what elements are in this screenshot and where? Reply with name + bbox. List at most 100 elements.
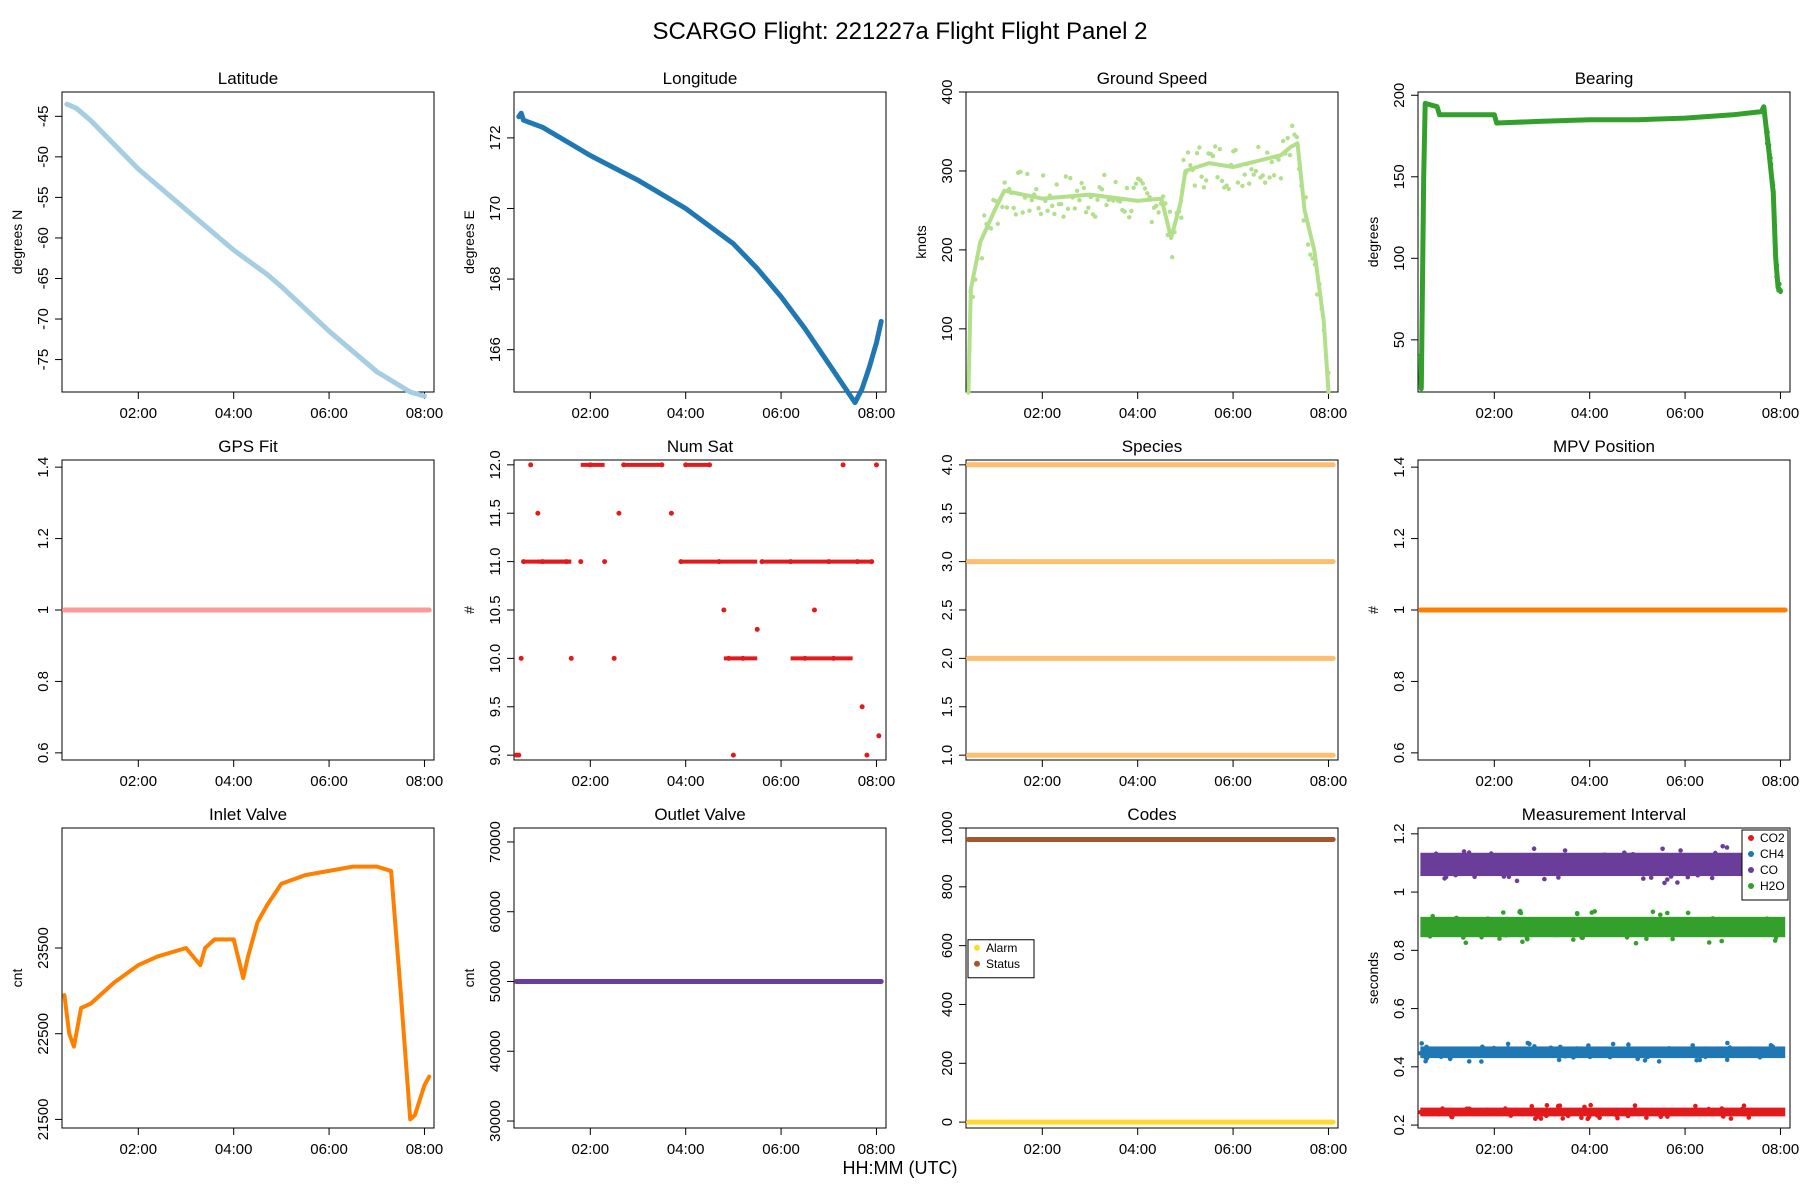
data-point [1579,1049,1585,1054]
x-tick-label: 04:00 [1571,773,1609,790]
data-point [1777,281,1782,287]
data-point [1449,1114,1455,1120]
data-point [1548,1045,1554,1051]
y-tick-label: 21500 [35,1099,52,1141]
data-point [1579,1115,1584,1121]
data-point [1466,1059,1472,1064]
data-point [1002,180,1007,185]
data-point [1237,163,1243,168]
data-point [1565,1113,1571,1119]
data-point [1682,1053,1688,1058]
legend-label: CO [1760,863,1778,877]
data-point [1520,939,1525,945]
data-point [1640,1111,1646,1116]
data-point [1305,242,1311,247]
data-point [1260,173,1266,178]
data-point [1453,930,1458,936]
data-point [1308,252,1313,257]
data-point [1491,1109,1496,1114]
data-point [1548,927,1553,933]
data-point [1038,211,1044,217]
data-point [1036,206,1041,211]
data-point [1167,209,1173,214]
data-point [1715,1108,1720,1113]
data-point [1696,929,1702,935]
data-point [1201,185,1207,190]
data-point [1117,199,1123,204]
data-point [1466,850,1472,855]
data-point [1585,1049,1591,1055]
data-point [1247,181,1252,186]
data-point [1748,1046,1754,1051]
data-point [1699,917,1705,922]
data-point [1217,146,1223,152]
y-axis-label: degrees [1365,217,1381,268]
data-point [1163,201,1168,206]
x-tick-label: 04:00 [667,1141,705,1158]
x-tick-label: 04:00 [1119,773,1157,790]
data-point [1031,192,1037,197]
data-point [1447,1056,1453,1062]
legend-marker [1748,867,1754,873]
data-point [1013,212,1019,217]
data-point [1721,1114,1726,1119]
data-point [1656,1059,1662,1064]
y-tick-label: 0.8 [1391,671,1408,692]
data-point [1682,854,1688,859]
panel-title: Outlet Valve [654,805,745,824]
data-point [1269,159,1275,165]
y-tick-label: -70 [35,308,52,330]
y-tick-label: 9.5 [487,696,504,717]
data-point [1649,1051,1654,1057]
data-point [1556,875,1561,880]
data-point [1427,934,1433,939]
x-tick-label: 06:00 [1666,405,1704,422]
x-tick-label: 06:00 [310,405,348,422]
data-point [1068,175,1073,181]
data-point [1427,929,1432,935]
data-point [1204,178,1209,183]
data-point [1321,328,1327,333]
x-tick-label: 08:00 [1762,405,1800,422]
data-point [1224,183,1229,188]
data-point [1027,208,1032,213]
data-point [1535,1114,1540,1119]
data-point [1145,191,1150,196]
data-point [1645,1054,1650,1060]
y-tick-label: 0.6 [35,742,52,763]
x-tick-label: 08:00 [1762,1141,1800,1158]
data-point [1517,908,1523,914]
data-point [1668,874,1674,879]
data-point [1560,1116,1565,1121]
data-point [1742,1111,1747,1117]
x-tick-label: 08:00 [858,773,896,790]
data-point [1778,289,1783,295]
data-point [1063,174,1069,179]
data-point [1317,282,1322,287]
data-point [1088,194,1093,200]
y-axis-label: cnt [461,969,477,988]
data-point [1077,198,1082,203]
data-point [859,704,865,710]
data-point [993,198,998,204]
data-point [1670,936,1675,942]
data-point [1219,178,1225,184]
data-point [1514,878,1520,884]
y-tick-label: 200 [1391,83,1408,108]
data-point [1610,1041,1616,1047]
data-point [1138,178,1143,183]
y-tick-label: 50 [1391,331,1408,348]
data-point [1753,1108,1759,1113]
data-point [1095,197,1100,202]
data-point [1636,1111,1642,1116]
data-point [1183,170,1189,176]
data-point [1590,860,1595,866]
data-point [1265,150,1270,155]
data-point [1531,846,1537,851]
legend-label: CH4 [1760,847,1784,861]
y-tick-label: 400 [939,79,956,104]
data-point [1610,1109,1616,1114]
y-tick-label: 11.0 [487,548,504,576]
data-point [1451,1051,1457,1056]
x-tick-label: 02:00 [120,773,158,790]
